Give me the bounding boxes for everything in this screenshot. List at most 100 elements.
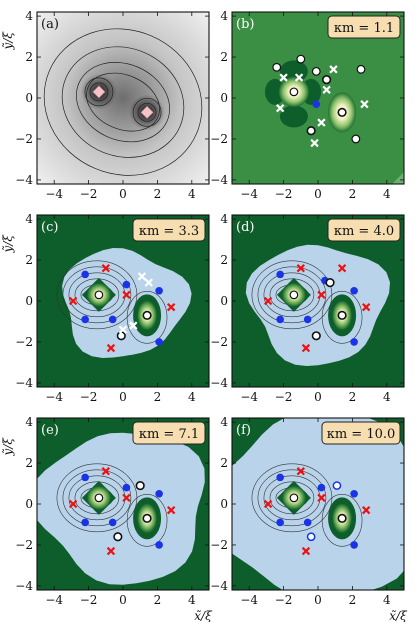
ring-marker <box>337 310 347 320</box>
saddle-marker <box>279 73 288 82</box>
contour-line <box>84 77 114 107</box>
x-tick-label: 4 <box>188 390 196 404</box>
contour-line <box>43 28 203 176</box>
saddle-marker <box>129 321 138 330</box>
vortex-marker <box>356 64 366 74</box>
vortex-marker <box>289 87 299 97</box>
kappa-label: κm = 10.0 <box>327 427 396 442</box>
x-tick-label: 2 <box>349 593 357 607</box>
y-tick-label: 2 <box>220 456 228 470</box>
light-region <box>37 432 205 585</box>
x-tick-label: −4 <box>240 390 258 404</box>
ring-marker <box>116 331 126 341</box>
saddle-marker <box>122 290 131 300</box>
kappa-badge <box>132 218 206 242</box>
x-tick-label: −2 <box>80 187 98 201</box>
ring-marker <box>142 513 152 523</box>
y-tick-label: 2 <box>25 50 33 64</box>
antivortex-marker <box>350 541 358 549</box>
contour-line <box>76 62 170 143</box>
antivortex-marker <box>317 483 326 492</box>
saddle-marker <box>317 118 326 127</box>
y-tick-label: −2 <box>15 132 33 146</box>
contour-line <box>74 278 120 312</box>
panel-plot-area <box>37 418 209 590</box>
antivortex-marker <box>81 518 89 527</box>
phase-patch <box>392 172 404 184</box>
y-tick-label: −2 <box>210 132 228 146</box>
y-tick-label: −4 <box>15 173 33 187</box>
y-tick-label: −2 <box>15 335 33 349</box>
x-tick-label: −2 <box>275 390 293 404</box>
contour-line <box>257 469 327 527</box>
y-tick-label: 0 <box>25 294 33 308</box>
contour-line <box>137 102 157 122</box>
contour-line <box>257 266 327 324</box>
antivortex-marker <box>276 315 284 324</box>
saddle-marker <box>296 264 305 273</box>
x-tick-label: 2 <box>349 390 357 404</box>
vortex-marker <box>272 62 282 72</box>
saddle-marker <box>301 343 311 353</box>
antivortex-marker <box>155 338 163 346</box>
y-tick-label: 4 <box>25 415 33 429</box>
contour-line <box>62 266 132 324</box>
antivortex-marker <box>155 286 163 295</box>
saddle-marker <box>301 546 311 556</box>
antivortex-marker <box>276 518 284 527</box>
y-tick-label: −2 <box>210 538 228 552</box>
x-tick-label: −2 <box>275 593 293 607</box>
ring-marker <box>325 277 335 288</box>
kappa-label: κm = 1.1 <box>334 21 394 36</box>
saddle-marker <box>101 467 110 476</box>
y-tick-label: 4 <box>220 9 228 23</box>
panel-plot-area <box>232 12 404 184</box>
saddle-marker <box>137 272 147 281</box>
panel-label: (d) <box>236 220 254 235</box>
kappa-badge <box>327 15 401 39</box>
x-tick-label: 0 <box>119 390 127 404</box>
saddle-marker <box>317 493 326 503</box>
vortex-marker <box>296 54 306 64</box>
x-tick-label: 4 <box>383 187 391 201</box>
contour-line <box>321 291 363 344</box>
panel-label: (a) <box>41 17 59 32</box>
light-region <box>62 248 192 358</box>
y-axis-label: ỹ/ξ <box>1 437 15 457</box>
ring-marker <box>142 310 152 320</box>
x-tick-label: 0 <box>314 187 322 201</box>
panel-e: −4 −2 0 2 4 −4 −2 0 2 4 (e) κm = 7.1 ỹ/ξ x̃/ξ <box>1 415 213 622</box>
y-tick-label: −4 <box>210 579 228 593</box>
antivortex-marker <box>276 473 284 482</box>
panel-c: −4 −2 0 2 4 −4 −2 0 2 4 (c) κm = 3.3 ỹ/ξ <box>1 212 210 404</box>
panel-f: −4 −2 0 2 4 −4 −2 0 2 4 (f) κm = 10.0 x̃/ξ <box>210 415 408 622</box>
contour-line <box>269 481 315 515</box>
y-tick-label: 0 <box>25 91 33 105</box>
saddle-marker <box>144 278 153 287</box>
vortex-marker <box>94 290 104 300</box>
panel-plot-area <box>37 12 209 184</box>
y-tick-label: 0 <box>220 91 228 105</box>
ring-marker <box>311 331 321 341</box>
x-tick-label: −4 <box>45 187 63 201</box>
y-tick-label: 2 <box>25 253 33 267</box>
y-tick-label: 4 <box>25 212 33 226</box>
x-tick-label: 4 <box>383 390 391 404</box>
y-tick-label: 4 <box>25 9 33 23</box>
x-tick-label: −2 <box>80 593 98 607</box>
saddle-marker <box>317 290 326 300</box>
ring-marker <box>322 74 332 85</box>
y-tick-label: −2 <box>210 335 228 349</box>
kappa-label: κm = 3.3 <box>139 224 199 239</box>
panel-label: (f) <box>236 423 251 438</box>
y-tick-label: 2 <box>220 253 228 267</box>
saddle-marker <box>275 104 285 113</box>
saddle-marker <box>101 264 110 273</box>
x-tick-label: 4 <box>188 187 196 201</box>
y-tick-label: 4 <box>220 212 228 226</box>
contour-line <box>74 481 120 515</box>
ring-marker <box>337 107 347 117</box>
antivortex-marker <box>81 270 89 279</box>
y-tick-label: 2 <box>220 50 228 64</box>
